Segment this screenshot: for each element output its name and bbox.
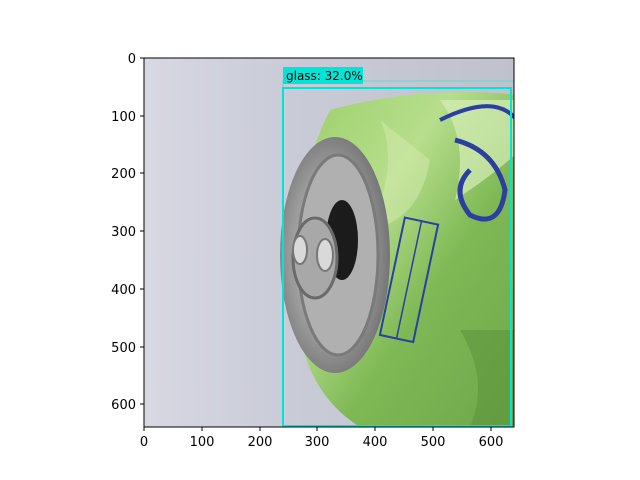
y-tick-label: 400 [111,283,136,298]
x-tick-label: 0 [140,435,148,450]
nutrition-panel [378,216,440,344]
x-tick-label: 100 [190,435,215,450]
x-tick-label: 300 [305,435,330,450]
y-tick-label: 100 [111,110,136,125]
can-graphic [439,104,514,122]
detection-label: glass: 32.0% [286,69,363,83]
x-axis: 0 100 200 300 400 500 600 [140,427,504,450]
y-tick-label: 0 [128,52,136,67]
pull-tab-hole [292,235,308,265]
can-highlight [370,120,430,230]
can-graphic [454,137,508,222]
x-tick-label: 200 [248,435,273,450]
detection-label-background [283,67,363,84]
y-tick-label: 600 [111,398,136,413]
x-tick-label: 500 [421,435,446,450]
x-tick-label: 400 [363,435,388,450]
y-tick-label: 200 [111,167,136,182]
axes-frame [143,57,515,428]
x-tick-label: 600 [479,435,504,450]
photo [144,58,514,427]
pull-tab-hole [316,238,334,272]
y-tick-label: 500 [111,341,136,356]
y-tick-label: 300 [111,225,136,240]
can-shadow [460,330,514,427]
y-axis: 0 100 200 300 400 500 600 [111,52,144,413]
